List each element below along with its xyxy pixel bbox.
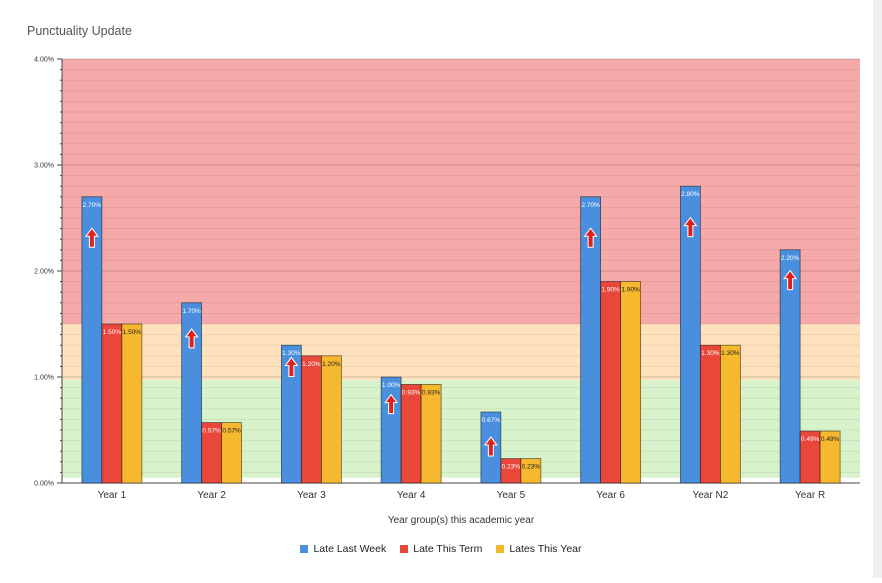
data-label: 0.93%	[402, 389, 421, 396]
data-label: 0.57%	[222, 428, 241, 435]
bar-lates-this-year[interactable]	[420, 384, 442, 484]
x-tick-label: Year 3	[297, 490, 326, 501]
data-label: 0.23%	[502, 464, 521, 471]
data-label: 1.90%	[621, 287, 640, 294]
y-tick-label: 2.00%	[34, 269, 54, 276]
bar-late-this-term[interactable]	[400, 384, 422, 484]
x-tick-label: Year 5	[497, 490, 526, 501]
bar-late-this-term[interactable]	[300, 355, 322, 484]
data-label: 0.49%	[821, 436, 840, 443]
data-label: 1.00%	[382, 382, 401, 389]
x-axis: Year 1 Year 2 Year 3 Year 4 Year 5 Year 6 Year…	[62, 482, 860, 526]
legend-label: Lates This Year	[509, 543, 582, 555]
bar-late-last-week[interactable]	[181, 302, 203, 484]
legend-item[interactable]: Lates This Year	[496, 543, 582, 555]
bar-lates-this-year[interactable]	[620, 281, 642, 484]
data-label: 0.23%	[522, 464, 541, 471]
data-label: 1.50%	[123, 329, 142, 336]
data-label: 0.67%	[482, 417, 501, 424]
data-label: 1.20%	[302, 361, 321, 368]
up-arrow-icon	[184, 328, 199, 349]
x-tick-label: Year 4	[397, 490, 426, 501]
data-label: 1.90%	[601, 287, 620, 294]
bar-lates-this-year[interactable]	[320, 355, 342, 484]
data-label: 0.93%	[422, 389, 441, 396]
bar-late-this-term[interactable]	[600, 281, 622, 484]
up-arrow-icon	[384, 393, 399, 415]
band-concern	[62, 59, 860, 324]
bar-late-this-term[interactable]	[699, 344, 721, 484]
x-tick-label: Year N2	[692, 490, 728, 501]
legend-item[interactable]: Late This Term	[400, 543, 482, 555]
bar-late-last-week[interactable]	[679, 185, 701, 484]
chart-legend: Late Last Week Late This Term Lates This Y…	[0, 543, 882, 555]
up-arrow-icon	[683, 216, 698, 238]
data-label: 2.70%	[83, 202, 102, 209]
page-title: Punctuality Update	[27, 24, 132, 38]
up-arrow-icon	[84, 227, 99, 248]
data-label: 1.20%	[322, 361, 341, 368]
y-tick-label: 4.00%	[34, 57, 54, 64]
data-label: 2.70%	[581, 202, 600, 209]
bar-lates-this-year[interactable]	[221, 422, 243, 484]
up-arrow-icon	[783, 269, 798, 291]
bar-lates-this-year[interactable]	[121, 323, 143, 484]
legend-item[interactable]: Late Last Week	[300, 543, 386, 555]
data-labels: 2.70%1.50% 1.50%1.70%0.57% 0.57%1.30%1.20%…	[83, 191, 840, 470]
legend-swatch	[400, 545, 409, 553]
y-axis: 0.00% 1.00% 2.00% 3.00% 4.00%	[34, 57, 63, 488]
legend-label: Late Last Week	[313, 543, 387, 555]
x-tick-label: Year 6	[596, 490, 625, 501]
legend-label: Late This Term	[413, 543, 483, 555]
bar-lates-this-year[interactable]	[520, 458, 542, 484]
bar-lates-this-year[interactable]	[719, 344, 741, 484]
y-tick-label: 0.00%	[34, 481, 54, 488]
data-label: 2.80%	[681, 191, 700, 198]
bar-late-this-term[interactable]	[500, 458, 522, 484]
bar-late-this-term[interactable]	[101, 323, 123, 484]
x-tick-label: Year R	[795, 490, 825, 501]
x-axis-title: Year group(s) this academic year	[388, 515, 535, 526]
y-tick-label: 1.00%	[34, 375, 54, 382]
legend-swatch	[496, 545, 505, 553]
y-tick-label: 3.00%	[34, 163, 54, 170]
data-label: 1.30%	[721, 350, 740, 357]
up-arrow-icon	[483, 436, 498, 457]
x-tick-label: Year 2	[197, 490, 226, 501]
data-label: 2.20%	[781, 255, 800, 262]
bar-late-last-week[interactable]	[779, 249, 801, 484]
data-label: 1.50%	[103, 329, 122, 336]
x-tick-label: Year 1	[98, 490, 127, 501]
up-arrow-icon	[583, 227, 598, 248]
bar-late-last-week[interactable]	[380, 376, 402, 484]
scrollbar-track[interactable]	[873, 0, 882, 578]
bars	[81, 185, 841, 484]
data-label: 1.30%	[282, 350, 301, 357]
bar-lates-this-year[interactable]	[819, 430, 841, 484]
data-label: 1.70%	[182, 308, 201, 315]
data-label: 0.57%	[202, 428, 221, 435]
up-arrow-icon	[284, 356, 299, 378]
data-label: 1.30%	[701, 350, 720, 357]
data-label: 0.49%	[801, 436, 820, 443]
trend-arrows	[84, 216, 798, 457]
legend-swatch	[300, 545, 309, 553]
